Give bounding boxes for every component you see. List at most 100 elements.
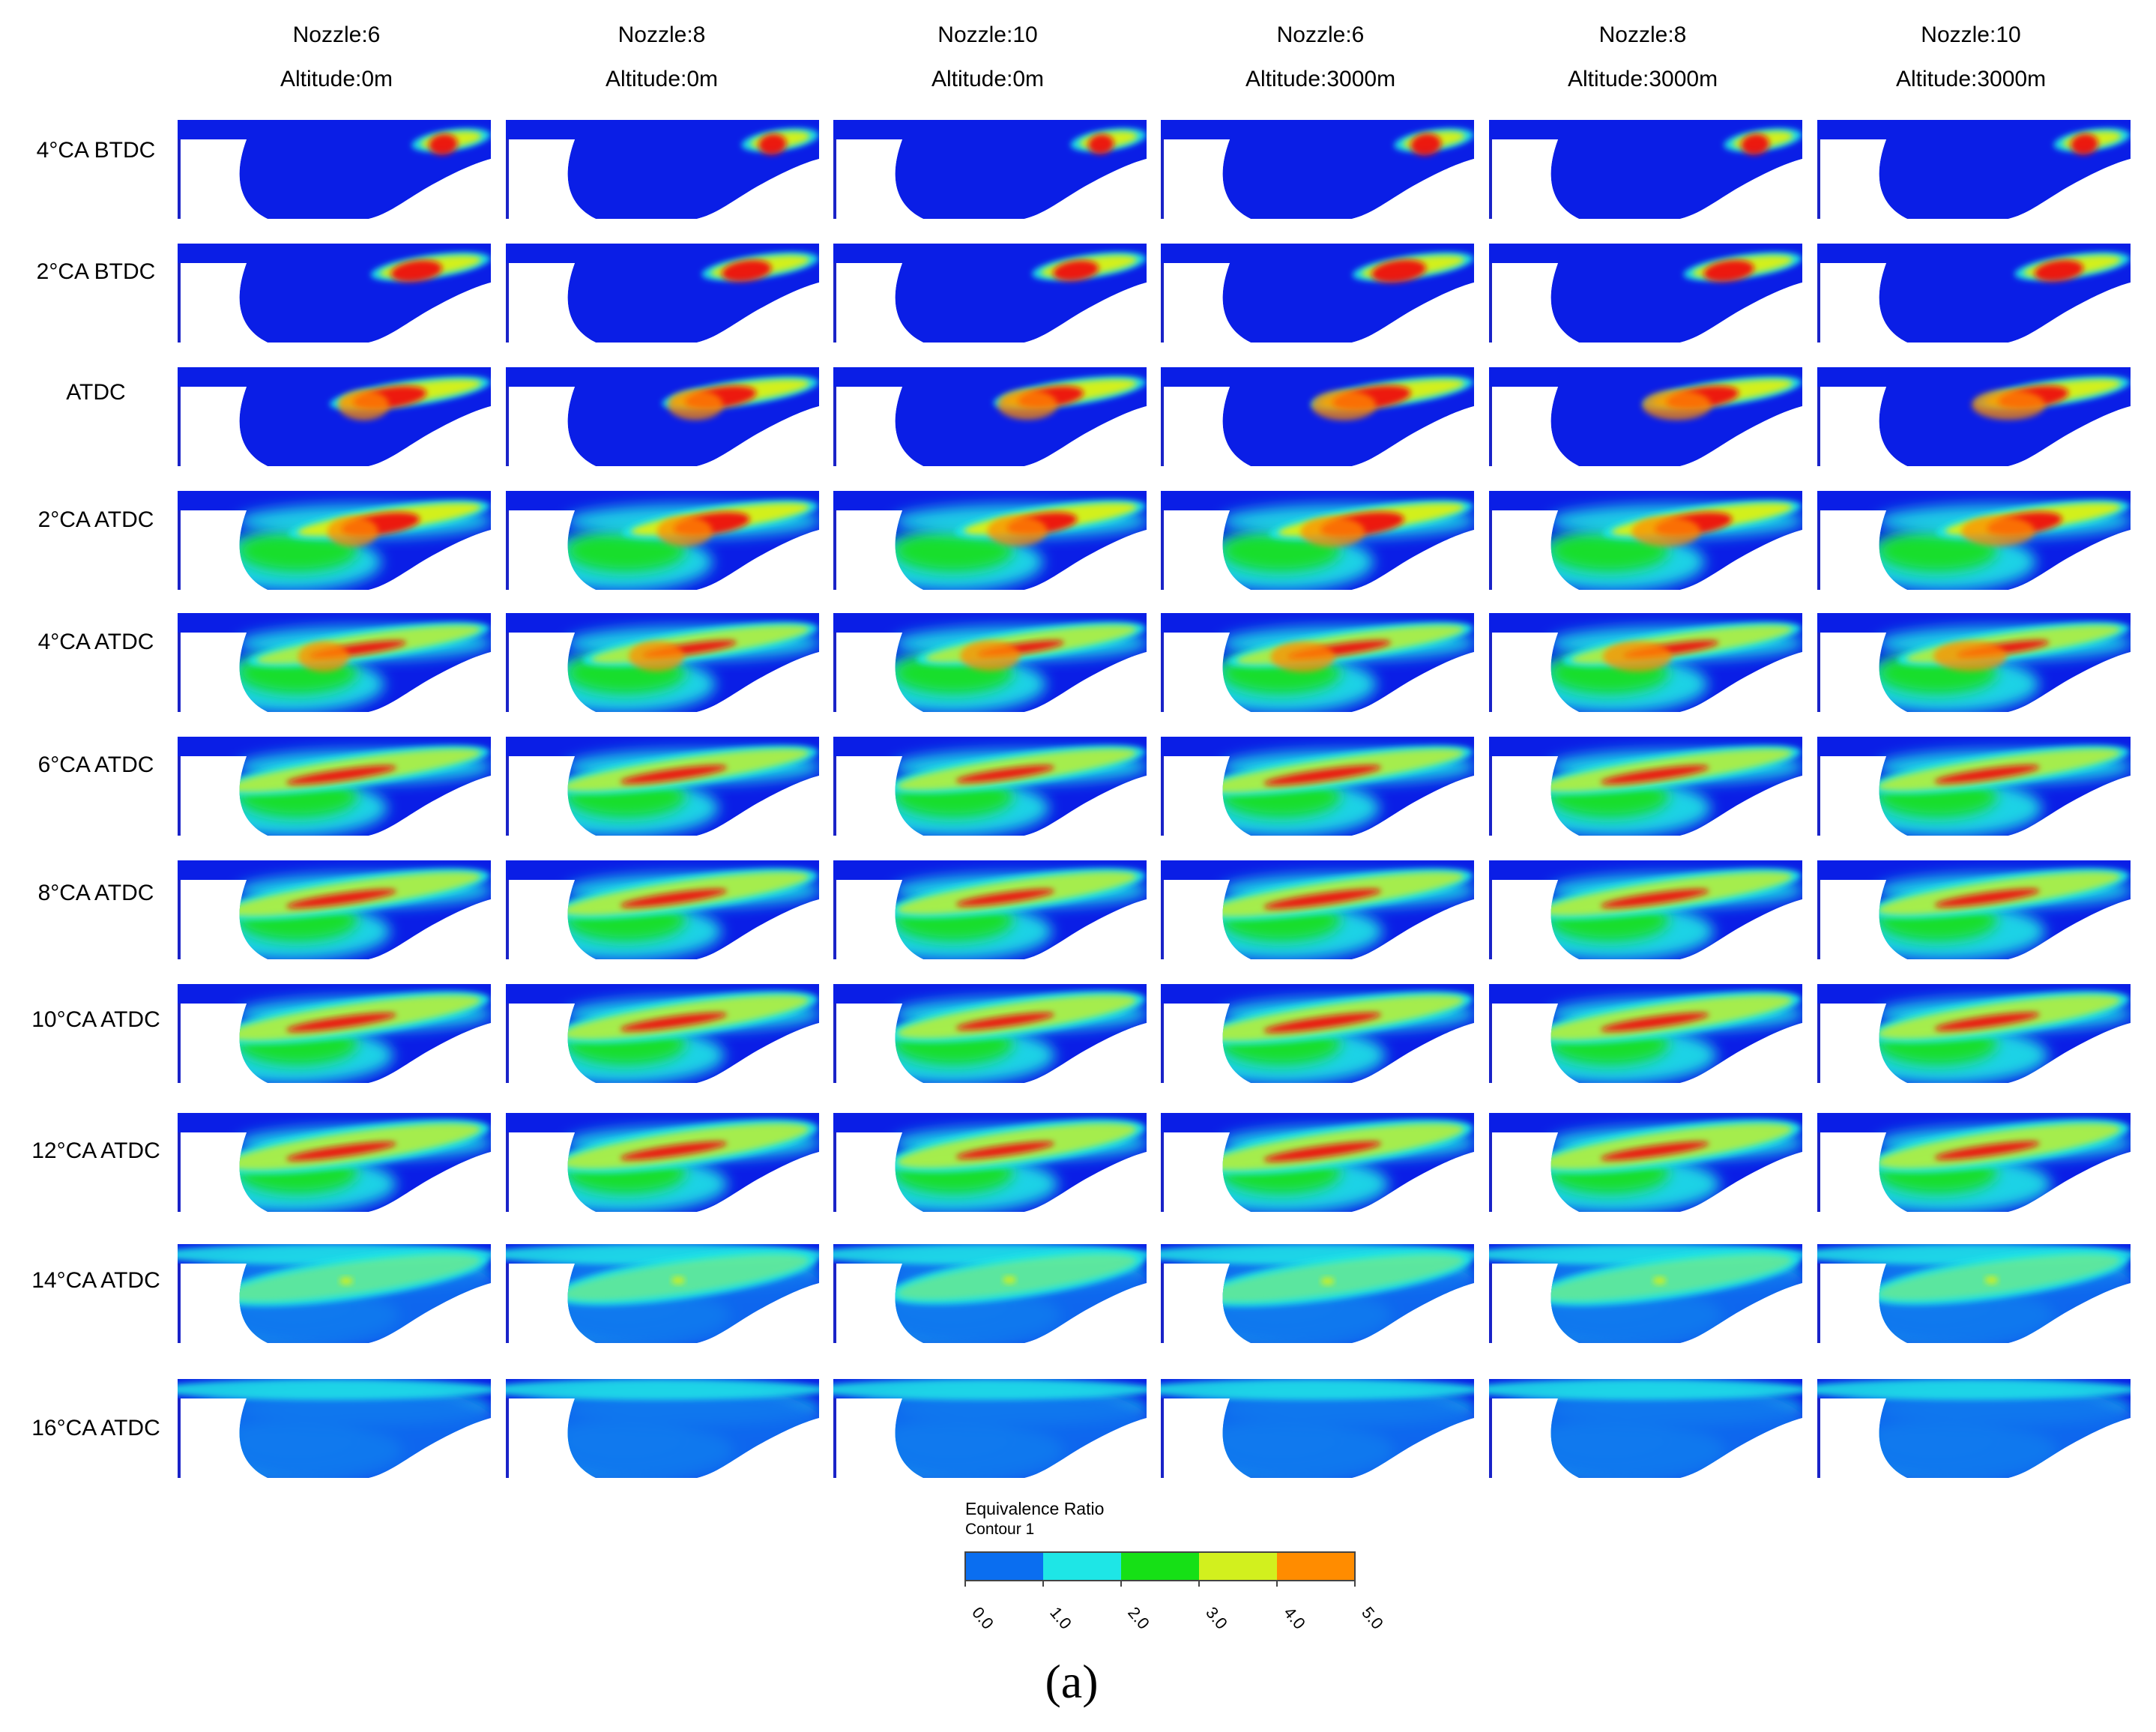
plume-region <box>1541 1254 1793 1301</box>
equivalence-field <box>1489 244 1802 343</box>
plume-region <box>339 1277 353 1285</box>
row-label: 2°CA BTDC <box>37 259 156 284</box>
plume-region <box>506 1379 819 1400</box>
contour-panel <box>1161 244 1474 343</box>
plume-region <box>1877 530 1997 572</box>
panel-axis-line <box>1489 367 1492 466</box>
plume-region <box>1961 516 2035 546</box>
contour-panel <box>1489 244 1802 343</box>
panel-axis-line <box>506 984 509 1083</box>
contour-panel <box>1489 367 1802 466</box>
plume-region <box>1642 390 1712 420</box>
contour-panel <box>833 737 1147 836</box>
column-nozzle-label: Nozzle:10 <box>937 22 1037 47</box>
plume-region <box>1371 259 1426 283</box>
plume-region <box>1600 889 1709 908</box>
equivalence-field <box>1161 244 1474 343</box>
column-nozzle-label: Nozzle:10 <box>1921 22 2020 47</box>
panel-axis-line <box>1489 737 1492 836</box>
contour-panel <box>178 491 491 590</box>
panel-axis-line <box>1817 984 1820 1083</box>
column-altitude-label: Altitude:0m <box>931 67 1044 91</box>
contour-panel <box>1161 737 1474 836</box>
equivalence-field <box>1817 1113 2131 1212</box>
equivalence-field <box>1161 1244 1474 1343</box>
contour-panel <box>506 120 819 219</box>
plume-region <box>1161 1379 1474 1400</box>
plume-region <box>667 390 723 420</box>
equivalence-field <box>506 1113 819 1212</box>
plume-region <box>1263 765 1382 785</box>
equivalence-field <box>506 1379 819 1478</box>
panel-axis-line <box>178 1113 181 1212</box>
plume-region <box>987 516 1048 546</box>
equivalence-field <box>1489 1379 1802 1478</box>
panel-axis-line <box>1817 1113 1820 1212</box>
column-header: Nozzle:8 Altitude:0m <box>606 22 718 91</box>
contour-panel <box>506 737 819 836</box>
equivalence-field <box>1161 613 1474 712</box>
plume-region <box>1934 1013 2040 1031</box>
equivalence-field <box>833 244 1147 343</box>
legend-ticks: 0.0 1.0 2.0 3.0 4.0 5.0 <box>968 1603 1387 1633</box>
panel-axis-line <box>1161 367 1164 466</box>
contour-panel <box>1817 367 2131 466</box>
panel-axis-line <box>1489 1113 1492 1212</box>
plume-region <box>1934 765 2040 784</box>
equivalence-field <box>1161 367 1474 466</box>
panel-axis-line <box>506 1113 509 1212</box>
column-nozzle-label: Nozzle:8 <box>1599 22 1687 47</box>
row-label: 4°CA ATDC <box>38 630 154 654</box>
row-label: 12°CA ATDC <box>31 1138 160 1163</box>
equivalence-field <box>1489 860 1802 959</box>
equivalence-field <box>178 120 491 219</box>
contour-panel <box>1489 491 1802 590</box>
equivalence-field <box>1817 613 2131 712</box>
contour-panel <box>833 1244 1147 1343</box>
contour-panel <box>833 613 1147 712</box>
panel-axis-line <box>1489 613 1492 712</box>
equivalence-field <box>833 491 1147 590</box>
equivalence-field <box>1817 244 2131 343</box>
contour-panel <box>178 613 491 712</box>
panel-axis-line <box>1161 244 1164 343</box>
contour-panel-grid <box>178 120 2131 1478</box>
panel-axis-line <box>1161 491 1164 590</box>
plume-region <box>1002 1276 1016 1284</box>
column-headers: Nozzle:6 Altitude:0m Nozzle:8 Altitude:0… <box>280 22 2046 91</box>
plume-region <box>1263 1141 1382 1162</box>
column-header: Nozzle:10 Altitude:0m <box>931 22 1044 91</box>
equivalence-field <box>178 1113 491 1212</box>
contour-panel <box>1161 1379 1474 1478</box>
legend-tick: 5.0 <box>1358 1603 1387 1633</box>
panel-axis-line <box>833 613 836 712</box>
legend-tick: 1.0 <box>1046 1603 1075 1633</box>
column-altitude-label: Altitude:3000m <box>1568 67 1718 91</box>
plume-region <box>1263 889 1382 909</box>
plume-region <box>1602 641 1672 672</box>
contour-panel <box>1817 860 2131 959</box>
panel-axis-line <box>1817 367 1820 466</box>
panel-axis-line <box>1489 491 1492 590</box>
contour-panel <box>1817 613 2131 712</box>
row-labels: 4°CA BTDC 2°CA BTDC ATDC 2°CA ATDC 4°CA … <box>31 138 160 1440</box>
plume-region <box>1270 642 1335 672</box>
contour-panel <box>1817 1379 2131 1478</box>
equivalence-field <box>1817 367 2131 466</box>
column-altitude-label: Altitude:0m <box>280 67 393 91</box>
equivalence-field <box>1489 984 1802 1083</box>
plume-region <box>620 889 728 908</box>
column-header: Nozzle:6 Altitude:3000m <box>1245 22 1395 91</box>
panel-axis-line <box>178 984 181 1083</box>
equivalence-field <box>506 737 819 836</box>
equivalence-field <box>1161 491 1474 590</box>
panel-axis-line <box>1817 613 1820 712</box>
panel-axis-line <box>1161 737 1164 836</box>
equivalence-field <box>178 737 491 836</box>
plume-region <box>1489 1379 1802 1400</box>
contour-panel <box>178 1244 491 1343</box>
panel-axis-line <box>833 860 836 959</box>
legend-colorbar-frame <box>964 1551 1356 1581</box>
equivalence-field <box>1489 613 1802 712</box>
figure-caption: (a) <box>1045 1655 1098 1708</box>
